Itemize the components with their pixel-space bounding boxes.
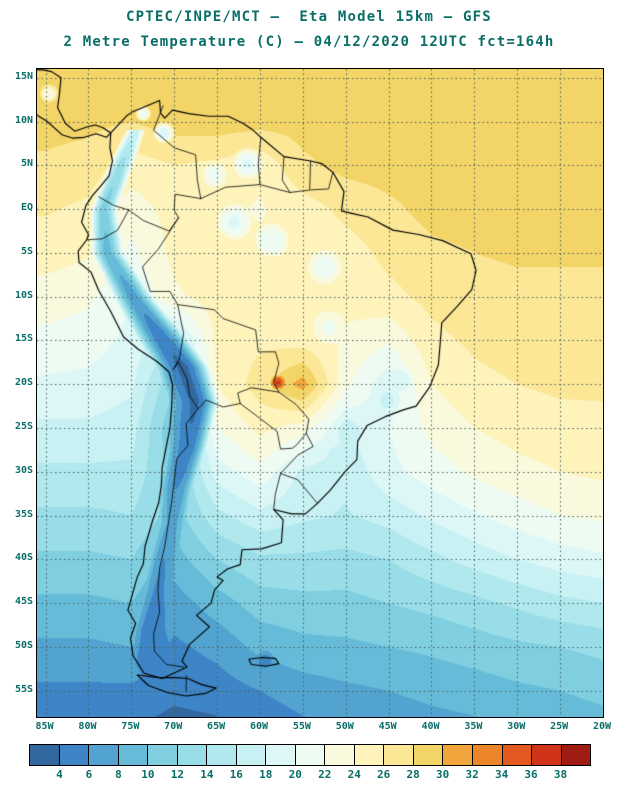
colorbar-segment-15 bbox=[472, 745, 503, 765]
lat-label-EQ: EQ bbox=[20, 202, 33, 214]
lat-label-15S: 15S bbox=[14, 333, 33, 345]
colorbar-segment-8 bbox=[266, 745, 296, 765]
colorbar-segment-5 bbox=[177, 745, 208, 765]
colorbar-segment-7 bbox=[236, 745, 267, 765]
colorbar-segment-10 bbox=[325, 745, 355, 765]
colorbar-tick-26: 26 bbox=[377, 768, 391, 781]
colorbar-tick-16: 16 bbox=[229, 768, 243, 781]
lat-label-20S: 20S bbox=[14, 377, 33, 389]
lat-label-10S: 10S bbox=[14, 289, 33, 301]
colorbar-tick-20: 20 bbox=[288, 768, 302, 781]
colorbar-tick-38: 38 bbox=[553, 768, 568, 781]
colorbar-tick-30: 30 bbox=[436, 768, 450, 781]
colorbar-segment-2 bbox=[89, 745, 119, 765]
colorbar-tick-labels: 4 6 8 10 12 14 16 18 20 22 24 26 28 30 32 34 36 38 bbox=[29, 768, 591, 784]
colorbar-tick-24: 24 bbox=[347, 768, 361, 781]
colorbar-tick-6: 6 bbox=[85, 768, 93, 781]
temperature-map-canvas bbox=[36, 68, 604, 718]
colorbar-segment-1 bbox=[59, 745, 90, 765]
colorbar-tick-34: 34 bbox=[494, 768, 509, 781]
colorbar-tick-28: 28 bbox=[406, 768, 420, 781]
lon-label-55W: 55W bbox=[292, 721, 311, 732]
lat-label-50S: 50S bbox=[14, 639, 33, 651]
lat-label-40S: 40S bbox=[14, 552, 33, 564]
lat-label-35S: 35S bbox=[14, 508, 33, 520]
lat-label-15N: 15N bbox=[14, 70, 33, 82]
colorbar-segment-4 bbox=[148, 745, 178, 765]
lon-label-40W: 40W bbox=[421, 721, 440, 732]
lon-label-35W: 35W bbox=[464, 721, 483, 732]
lat-label-45S: 45S bbox=[14, 596, 33, 608]
chart-title-line2: 2 Metre Temperature (C) – 04/12/2020 12U… bbox=[63, 34, 555, 50]
lon-label-25W: 25W bbox=[550, 721, 569, 732]
lon-label-70W: 70W bbox=[164, 721, 183, 732]
lat-label-5S: 5S bbox=[20, 245, 33, 257]
colorbar-tick-18: 18 bbox=[259, 768, 273, 781]
colorbar-segment-0 bbox=[30, 745, 60, 765]
colorbar-segment-14 bbox=[443, 745, 473, 765]
colorbar-tick-14: 14 bbox=[200, 768, 214, 781]
lat-label-25S: 25S bbox=[14, 421, 33, 433]
lon-label-75W: 75W bbox=[121, 721, 140, 732]
colorbar-tick-8: 8 bbox=[115, 768, 122, 781]
colorbar-segment-12 bbox=[384, 745, 414, 765]
colorbar-segment-11 bbox=[354, 745, 385, 765]
lon-label-45W: 45W bbox=[378, 721, 397, 732]
colorbar-tick-4: 4 bbox=[56, 768, 63, 781]
lat-label-5N: 5N bbox=[20, 158, 33, 170]
colorbar-segment-17 bbox=[532, 745, 562, 765]
colorbar-segment-6 bbox=[207, 745, 237, 765]
lon-label-20W: 20W bbox=[592, 721, 612, 732]
lat-label-55S: 55S bbox=[14, 683, 33, 695]
colorbar-tick-32: 32 bbox=[465, 768, 479, 781]
colorbar-segment-13 bbox=[413, 745, 444, 765]
lon-label-50W: 50W bbox=[335, 721, 354, 732]
lat-label-30S: 30S bbox=[14, 464, 33, 476]
colorbar-tick-22: 22 bbox=[318, 768, 332, 781]
lat-label-10N: 10N bbox=[14, 114, 33, 126]
colorbar-segment-9 bbox=[295, 745, 326, 765]
colorbar-segment-18 bbox=[561, 745, 591, 765]
lon-label-80W: 80W bbox=[78, 721, 97, 732]
lon-label-65W: 65W bbox=[207, 721, 226, 732]
lon-label-85W: 85W bbox=[35, 721, 54, 732]
chart-title-line1: CPTEC/INPE/MCT – Eta Model 15km – GFS bbox=[126, 9, 492, 25]
colorbar-tick-10: 10 bbox=[141, 768, 155, 781]
lon-label-60W: 60W bbox=[249, 721, 268, 732]
colorbar-segment-16 bbox=[502, 745, 533, 765]
colorbar-tick-12: 12 bbox=[170, 768, 184, 781]
colorbar-tick-36: 36 bbox=[524, 768, 538, 781]
colorbar bbox=[29, 744, 591, 766]
colorbar-segment-3 bbox=[118, 745, 149, 765]
lon-label-30W: 30W bbox=[507, 721, 526, 732]
